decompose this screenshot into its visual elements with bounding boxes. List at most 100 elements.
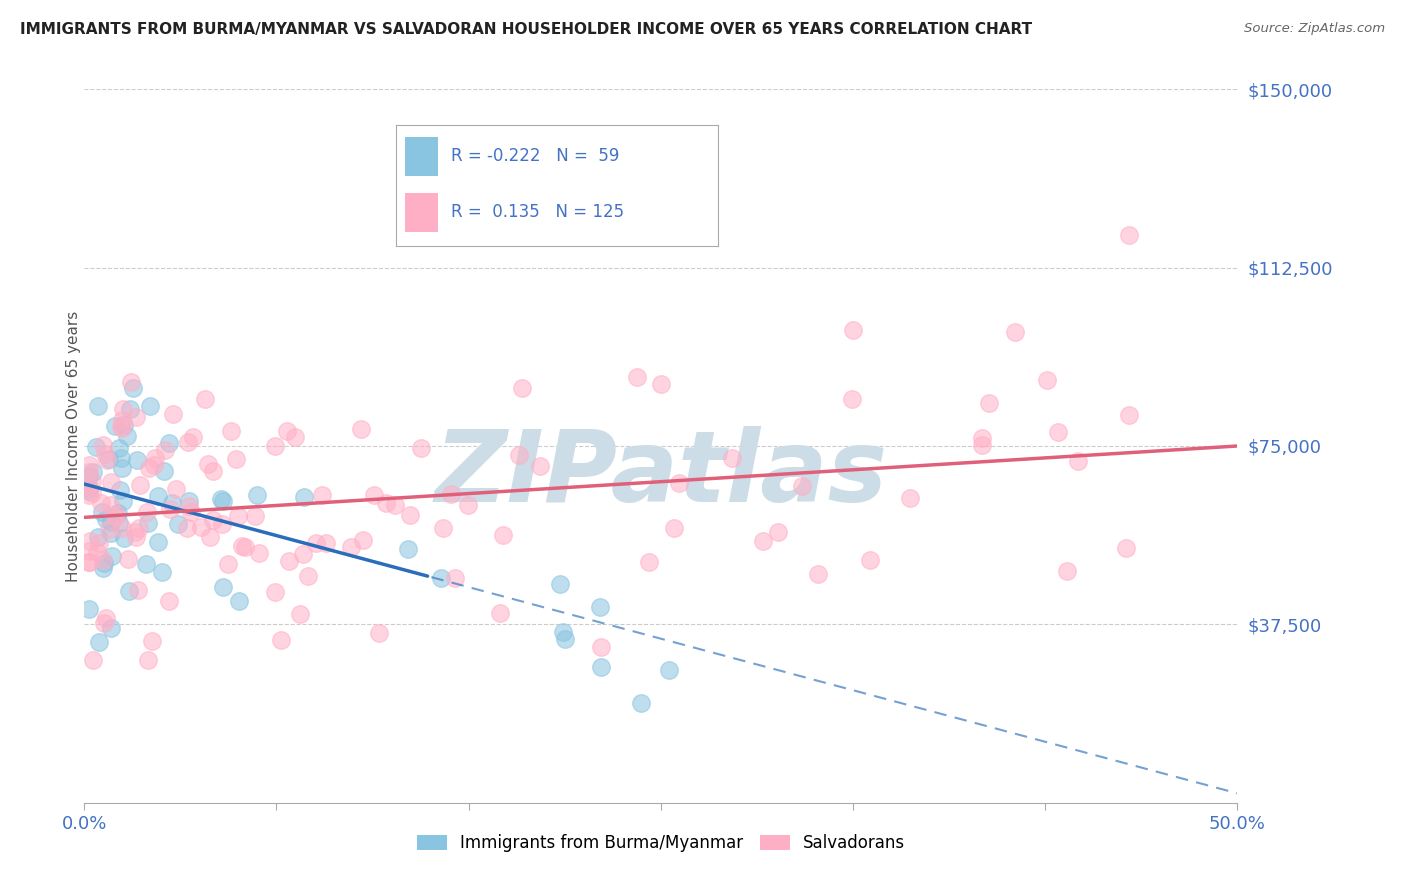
Point [77, 481, 100, 495]
Point [440, 487, 463, 501]
Point [110, 450, 132, 465]
Point [127, 582, 149, 597]
Point [1067, 454, 1090, 468]
Point [91, 438, 114, 452]
Point [626, 370, 648, 384]
Point [143, 451, 166, 466]
Point [211, 516, 233, 531]
Point [305, 535, 328, 549]
Point [807, 567, 830, 582]
Point [350, 422, 373, 436]
Point [77, 465, 100, 479]
Point [118, 584, 141, 599]
Point [111, 413, 134, 427]
Point [231, 539, 253, 553]
Point [93, 557, 115, 571]
Point [1118, 227, 1140, 242]
Point [111, 521, 134, 535]
Point [108, 441, 131, 455]
Point [135, 557, 157, 571]
Point [138, 461, 160, 475]
Point [751, 534, 773, 549]
Point [91, 504, 114, 518]
Point [658, 664, 681, 678]
Point [94, 611, 117, 625]
Point [93, 615, 115, 630]
Point [233, 540, 256, 554]
Point [212, 580, 235, 594]
Point [859, 553, 882, 567]
Point [108, 516, 131, 530]
Point [87, 530, 110, 544]
Point [311, 488, 333, 502]
Point [288, 607, 311, 621]
Point [766, 525, 789, 540]
Point [82, 465, 104, 479]
Point [217, 557, 239, 571]
Point [159, 502, 181, 516]
Point [246, 488, 269, 502]
Point [77, 488, 100, 502]
Point [297, 569, 319, 583]
Point [548, 577, 571, 591]
Point [108, 483, 131, 497]
Point [721, 450, 744, 465]
Point [100, 516, 122, 530]
Point [979, 396, 1001, 410]
Point [211, 494, 233, 508]
Point [444, 571, 467, 585]
Point [1056, 564, 1078, 578]
Point [98, 451, 121, 466]
Point [263, 585, 285, 599]
Point [194, 392, 217, 406]
Point [101, 549, 124, 563]
Point [200, 530, 222, 544]
Point [148, 489, 170, 503]
Point [107, 506, 129, 520]
Point [91, 553, 114, 567]
Point [86, 545, 108, 559]
Point [105, 507, 128, 521]
Point [136, 516, 159, 530]
Point [115, 429, 138, 443]
Point [492, 527, 515, 541]
Point [630, 696, 652, 710]
Point [146, 535, 169, 549]
Point [112, 401, 135, 416]
Point [529, 458, 551, 473]
Point [202, 464, 225, 478]
Point [160, 496, 183, 510]
Point [510, 381, 533, 395]
Point [77, 458, 100, 472]
Point [970, 431, 993, 445]
Point [664, 520, 686, 534]
Point [1036, 373, 1059, 387]
Point [1047, 425, 1070, 439]
Point [124, 524, 146, 539]
Point [589, 599, 612, 614]
Point [125, 410, 148, 425]
Point [457, 498, 479, 512]
Point [177, 499, 200, 513]
Point [181, 429, 204, 443]
Point [430, 571, 453, 585]
Point [489, 606, 512, 620]
Point [111, 461, 134, 475]
Point [209, 491, 232, 506]
Point [165, 482, 187, 496]
Point [150, 566, 173, 580]
Point [668, 475, 690, 490]
Point [1004, 325, 1026, 339]
Point [96, 453, 118, 467]
Point [104, 419, 127, 434]
Point [135, 505, 157, 519]
Point [340, 540, 363, 554]
Point [94, 447, 117, 461]
Point [77, 480, 100, 494]
Point [508, 448, 530, 462]
Point [278, 554, 301, 568]
Point [91, 561, 114, 575]
Point [112, 532, 135, 546]
Point [80, 474, 103, 488]
Point [82, 653, 104, 667]
